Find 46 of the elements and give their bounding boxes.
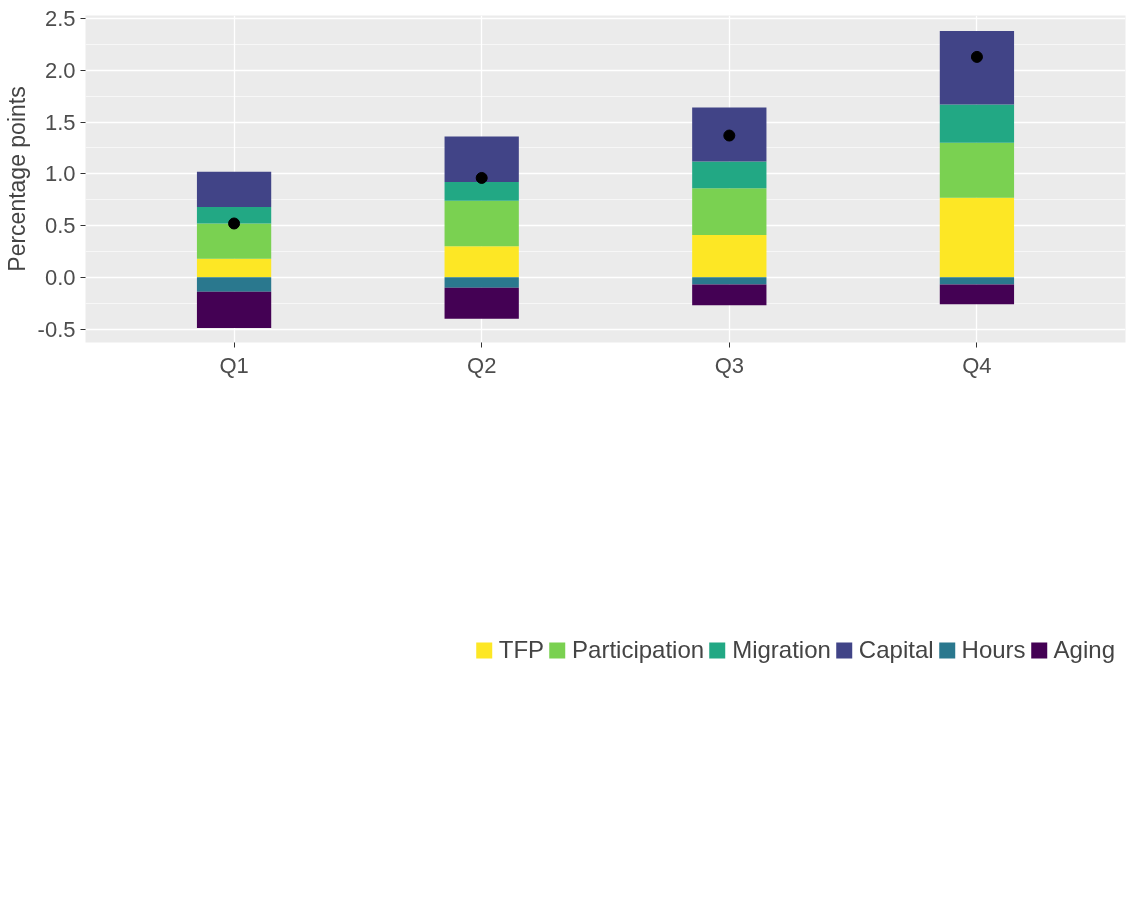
bar <box>939 197 1015 278</box>
bar <box>444 287 519 319</box>
point <box>475 171 488 184</box>
bar <box>444 277 519 288</box>
bar <box>939 277 1015 285</box>
bar <box>939 284 1015 305</box>
y-axis-title: Percentage points <box>3 86 30 272</box>
bar <box>196 258 272 278</box>
legend-label: Capital <box>858 636 934 664</box>
y-tick-label: 0.0 <box>44 264 76 290</box>
bar <box>692 161 767 189</box>
bar <box>692 277 767 285</box>
bar <box>444 200 519 247</box>
bar <box>444 246 519 278</box>
point <box>970 50 983 63</box>
legend-label: Participation <box>572 636 705 664</box>
bar <box>196 291 272 329</box>
bar <box>444 182 519 201</box>
point <box>228 217 241 230</box>
y-tick-label: 1.5 <box>44 109 76 135</box>
bar <box>196 277 272 292</box>
point <box>723 129 736 142</box>
x-tick-label: Q4 <box>962 352 992 378</box>
legend-label: Hours <box>961 636 1026 664</box>
y-tick-label: 0.5 <box>44 213 76 239</box>
bar <box>939 104 1015 143</box>
y-tick-label: -0.5 <box>37 316 76 342</box>
y-tick-label: 2.5 <box>44 6 76 32</box>
bar <box>196 223 272 259</box>
y-tick-label: 2.0 <box>44 57 76 83</box>
bar <box>196 171 272 207</box>
bar <box>939 31 1015 105</box>
legend-label: Migration <box>732 636 831 664</box>
legend-label: Aging <box>1053 636 1115 664</box>
bar <box>692 107 767 162</box>
bar <box>939 142 1015 198</box>
bar <box>444 136 519 183</box>
x-tick-label: Q3 <box>714 352 744 378</box>
bar <box>692 234 767 278</box>
x-tick-label: Q1 <box>219 352 249 378</box>
y-tick-label: 1.0 <box>44 161 76 187</box>
legend-label: TFP <box>498 636 545 664</box>
bar <box>692 188 767 235</box>
bar <box>692 284 767 306</box>
x-tick-label: Q2 <box>467 352 497 378</box>
bar <box>196 206 272 224</box>
